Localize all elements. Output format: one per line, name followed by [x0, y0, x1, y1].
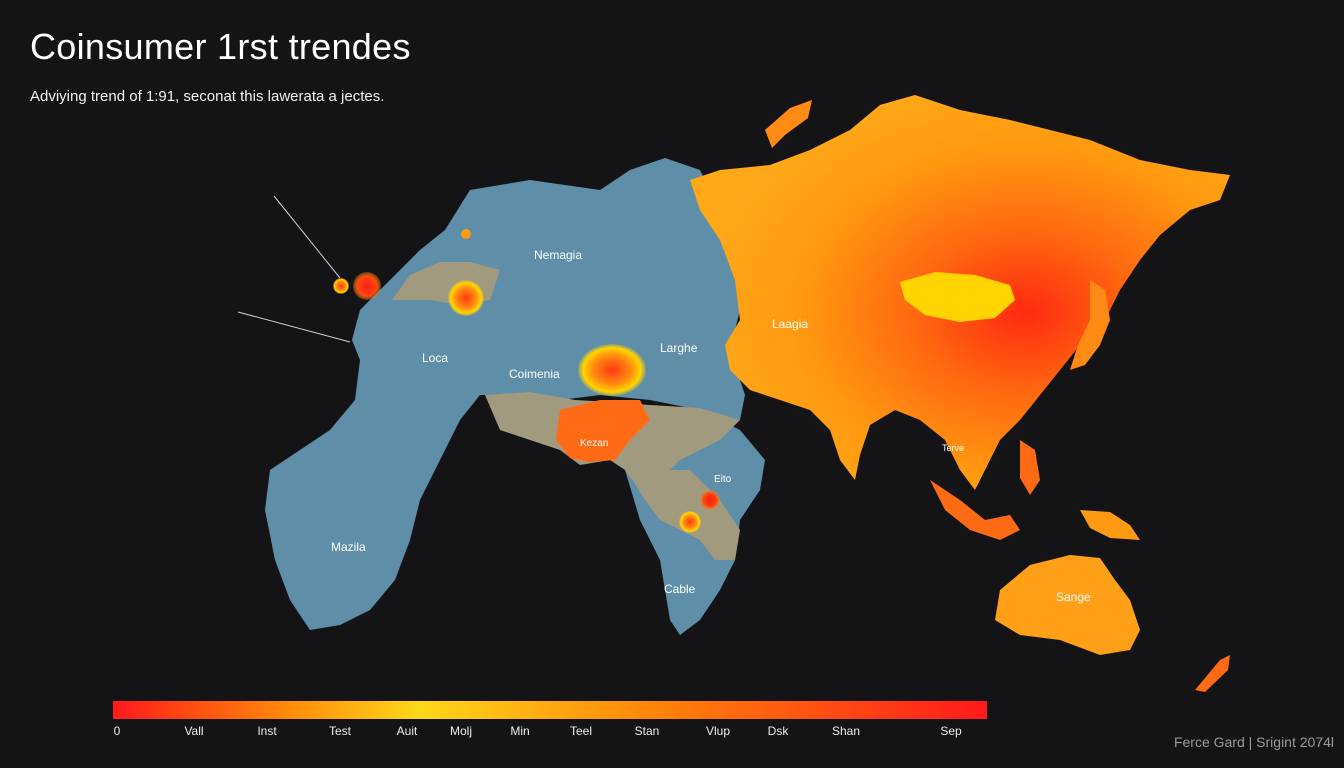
region-philippines [1020, 440, 1040, 495]
hotspot-small-asia [461, 229, 471, 239]
label-coimenia: Coimenia [509, 367, 560, 381]
label-kezan: Kezan [580, 438, 608, 449]
region-australia [995, 555, 1140, 655]
label-terve: Terve [942, 443, 964, 453]
label-loca: Loca [422, 351, 448, 365]
region-new-guinea [1080, 510, 1140, 540]
label-sange: Sange [1056, 590, 1091, 604]
map-title: Coinsumer 1rst trendes [30, 26, 411, 67]
label-eito: Eito [714, 474, 732, 485]
region-mongolia-hotspot [900, 272, 1015, 322]
label-mazila: Mazila [331, 540, 366, 554]
legend-tick: Stan [634, 724, 660, 738]
label-larghe: Larghe [660, 341, 698, 355]
legend-tick: Dsk [767, 724, 789, 738]
legend-tick: Vlup [705, 724, 731, 738]
legend-tick: Min [510, 724, 530, 738]
region-east-strip [620, 460, 740, 560]
legend-tick: Shan [831, 724, 861, 738]
label-nemagia: Nemagia [534, 248, 582, 262]
region-western-landmass [265, 158, 765, 635]
legend-tick: Teel [569, 724, 593, 738]
legend-tick: Vall [184, 724, 204, 738]
legend-tick-labels: 0 Vall Inst Test Auit Molj Min Teel Stan… [0, 724, 1344, 740]
legend-tick: Molj [449, 724, 473, 738]
label-laagia: Laagia [772, 317, 808, 331]
hotspot-west-large [353, 272, 381, 300]
leader-line-1 [273, 195, 341, 279]
region-japan [1070, 280, 1110, 370]
hotspot-west-small [333, 278, 349, 294]
leader-line-2 [237, 311, 351, 343]
region-kezan [556, 400, 650, 462]
hotspot-central [578, 344, 646, 396]
hotspot-east-2 [679, 511, 701, 533]
legend-tick: Test [328, 724, 352, 738]
map-subtitle: Adviying trend of 1:91, seconat this law… [30, 88, 385, 105]
label-cable: Cable [664, 582, 696, 596]
legend-tick: 0 [113, 724, 121, 738]
legend-gradient-bar [113, 701, 987, 719]
hotspot-east-1 [700, 490, 720, 510]
color-scale-legend [113, 701, 987, 719]
footer-credit: Ferce Gard | Srigint 2074l [1173, 734, 1334, 750]
region-northern-island [765, 100, 812, 148]
legend-tick: Sep [940, 724, 962, 738]
hotspot-north [448, 280, 484, 316]
legend-tick: Auit [396, 724, 418, 738]
legend-tick: Inst [257, 724, 277, 738]
region-tasman-island [1195, 655, 1230, 692]
region-se-asia-islands [930, 480, 1020, 540]
